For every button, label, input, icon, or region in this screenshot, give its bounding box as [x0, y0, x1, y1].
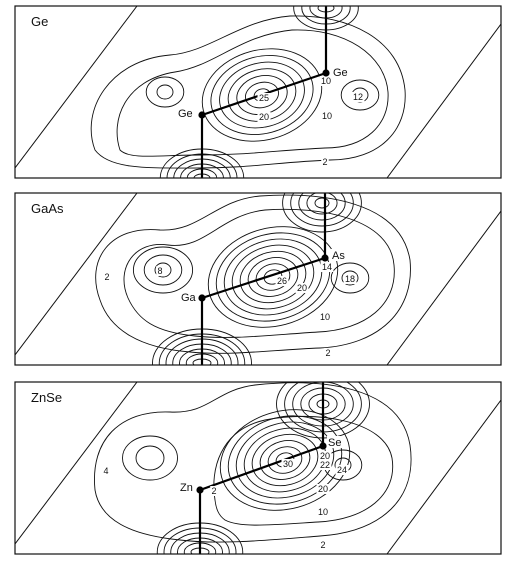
contour-line [145, 76, 185, 108]
contour-line [243, 427, 327, 493]
panel-frame [14, 381, 502, 555]
contour-value-label: 30 [283, 459, 293, 469]
contour-line [251, 433, 319, 487]
contour-value-label: 26 [277, 276, 287, 286]
cell-edge-right [386, 210, 501, 365]
outer-contour [95, 194, 411, 354]
contour-value-label: 8 [157, 266, 162, 276]
contour-line [122, 435, 178, 481]
contour-line [156, 84, 174, 100]
contour-line [219, 61, 305, 129]
contour-line [341, 270, 359, 286]
panel-frame [14, 5, 502, 179]
panel-title: Ge [31, 14, 48, 29]
cell-edge-right [386, 399, 501, 554]
atom-dot [322, 69, 330, 77]
atom-dot [196, 486, 204, 494]
contour-line [132, 246, 194, 294]
atom-label: Ge [333, 67, 348, 79]
contour-value-label: 2 [104, 272, 109, 282]
contour-line [298, 193, 346, 221]
contour-value-label: 20 [297, 283, 307, 293]
atom-dot [198, 294, 206, 302]
atom-label: Ge [178, 108, 193, 120]
panel-title: GaAs [31, 201, 64, 216]
contour-value-label: 10 [318, 507, 328, 517]
cell-edge-right [386, 23, 501, 178]
contour-value-label: 2 [322, 157, 327, 167]
contour-line [135, 445, 165, 471]
bond-diagonal [199, 444, 324, 492]
atom-label: Zn [180, 482, 193, 494]
contour-line [210, 55, 314, 135]
contour-value-label: 10 [322, 111, 332, 121]
contour-value-label: 10 [320, 312, 330, 322]
contour-value-label: 4 [103, 466, 108, 476]
cell-edge-left [15, 6, 138, 169]
bond-diagonal [201, 256, 326, 300]
atom-label: Ga [181, 292, 197, 304]
panel-title: ZnSe [31, 390, 62, 405]
contour-line [239, 250, 307, 304]
atom-dot [321, 254, 329, 262]
outer-contour [213, 415, 394, 526]
outer-contour [94, 382, 412, 543]
contour-line [282, 193, 362, 233]
contour-value-label: 20 [318, 484, 328, 494]
contour-value-label: 2 [325, 348, 330, 358]
outer-contour [116, 29, 389, 157]
contour-value-label: 22 [320, 460, 330, 470]
cell-edge-left [15, 193, 138, 356]
panel-ge: 10 25 20 12 10 2 Ge Ge Ge [14, 5, 502, 179]
panel-frame [14, 192, 502, 366]
atom-label: Se [328, 437, 341, 449]
contour-line [330, 262, 370, 294]
contour-line [219, 409, 351, 511]
contour-value-label: 20 [320, 451, 330, 461]
atom-label: As [332, 250, 345, 262]
contour-value-label: 12 [353, 92, 363, 102]
contour-value-label: 25 [259, 93, 269, 103]
contour-value-label: 10 [321, 76, 331, 86]
contour-value-label: 2 [211, 486, 216, 496]
contour-value-label: 18 [345, 274, 355, 284]
contour-line [259, 440, 311, 480]
contour-line [143, 254, 183, 286]
contour-line [290, 193, 354, 227]
contour-line [154, 262, 172, 278]
contour-value-label: 2 [320, 540, 325, 550]
contour-line [231, 244, 315, 310]
cell-edge-left [15, 382, 138, 545]
atom-dot [198, 111, 206, 119]
contour-line [263, 269, 283, 285]
contour-value-label: 20 [259, 112, 269, 122]
contour-line [340, 79, 380, 111]
contour-value-label: 14 [322, 262, 332, 272]
contour-value-label: 24 [337, 465, 347, 475]
contour-line [314, 197, 330, 209]
contour-line [306, 193, 338, 215]
atom-dot [319, 442, 327, 450]
